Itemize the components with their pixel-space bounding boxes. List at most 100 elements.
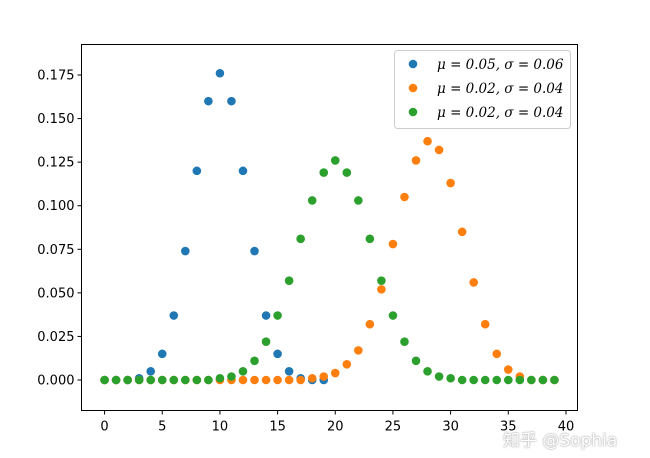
data-point xyxy=(284,276,294,285)
data-point xyxy=(146,375,156,385)
data-point xyxy=(146,366,156,376)
x-tick-label: 20 xyxy=(327,420,344,435)
legend-label: μ = 0.05, σ = 0.06 xyxy=(437,57,564,73)
x-tick-label: 30 xyxy=(442,420,459,435)
data-point xyxy=(515,375,525,385)
x-tick-label: 5 xyxy=(158,420,166,435)
data-point xyxy=(238,366,248,376)
data-point xyxy=(354,346,363,355)
data-point xyxy=(330,368,340,378)
data-point xyxy=(215,68,225,78)
data-point xyxy=(423,366,432,376)
data-point xyxy=(111,375,121,385)
data-point xyxy=(527,375,536,385)
data-point xyxy=(503,375,513,385)
data-point xyxy=(319,168,329,177)
y-tick-label: 0.050 xyxy=(37,286,74,301)
data-point xyxy=(273,349,282,359)
data-point xyxy=(181,246,190,256)
y-tick-label: 0.000 xyxy=(37,374,74,389)
data-point xyxy=(215,373,225,383)
legend-box xyxy=(394,50,571,129)
data-point xyxy=(377,285,386,294)
data-point xyxy=(284,375,294,385)
data-point xyxy=(354,196,363,205)
data-point xyxy=(365,319,375,329)
data-point xyxy=(307,196,317,205)
data-point xyxy=(238,166,248,176)
data-point xyxy=(446,373,455,383)
data-point xyxy=(227,372,236,381)
data-point xyxy=(319,372,329,381)
data-point xyxy=(480,319,490,329)
x-tick-label: 10 xyxy=(212,420,229,435)
x-tick-label: 35 xyxy=(500,420,517,435)
y-tick-label: 0.175 xyxy=(37,69,74,84)
data-point xyxy=(503,365,513,374)
data-point xyxy=(550,375,559,385)
data-point xyxy=(250,375,259,385)
data-point xyxy=(273,311,282,320)
data-point xyxy=(377,276,386,285)
y-axis-ticks: 0.000 0.025 0.050 0.075 0.100 0.125 0.150 0.175 xyxy=(37,69,82,389)
data-point xyxy=(169,375,179,385)
series-1 xyxy=(100,136,559,385)
data-point xyxy=(261,311,271,320)
legend-marker xyxy=(408,59,418,69)
x-tick-label: 25 xyxy=(385,420,402,435)
data-point xyxy=(423,136,432,146)
y-tick-label: 0.025 xyxy=(37,330,74,345)
y-tick-label: 0.100 xyxy=(37,199,74,214)
x-tick-label: 0 xyxy=(100,420,108,435)
data-point xyxy=(169,311,179,320)
data-point xyxy=(469,375,478,385)
data-point xyxy=(284,366,294,376)
y-tick-label: 0.075 xyxy=(37,243,74,258)
legend: μ = 0.05, σ = 0.06 μ = 0.02, σ = 0.04 μ = … xyxy=(394,50,571,129)
x-tick-label: 40 xyxy=(558,420,575,435)
data-point xyxy=(342,360,352,369)
legend-label: μ = 0.02, σ = 0.04 xyxy=(437,81,563,97)
data-point xyxy=(123,375,132,385)
data-point xyxy=(400,337,409,346)
data-point xyxy=(227,96,236,106)
data-point xyxy=(538,375,548,385)
data-points xyxy=(100,68,559,385)
data-point xyxy=(307,373,317,383)
data-point xyxy=(250,246,259,256)
data-point xyxy=(457,375,467,385)
data-point xyxy=(446,178,455,188)
data-point xyxy=(365,234,375,244)
data-point xyxy=(411,356,421,366)
data-point xyxy=(134,375,144,385)
data-point xyxy=(400,192,409,202)
data-point xyxy=(192,166,202,176)
data-point xyxy=(434,372,444,381)
legend-marker xyxy=(408,83,418,93)
data-point xyxy=(434,145,444,155)
data-point xyxy=(192,375,202,385)
data-point xyxy=(342,168,352,177)
data-point xyxy=(261,375,271,385)
watermark: 知乎 @Sophia xyxy=(503,431,618,451)
data-point xyxy=(469,278,478,287)
data-point xyxy=(296,375,305,385)
data-point xyxy=(388,239,398,249)
legend-entries: μ = 0.05, σ = 0.06 μ = 0.02, σ = 0.04 μ = … xyxy=(408,57,564,121)
x-tick-label: 15 xyxy=(269,420,286,435)
legend-label: μ = 0.02, σ = 0.04 xyxy=(437,105,563,121)
data-point xyxy=(204,96,213,106)
data-point xyxy=(296,234,305,244)
data-point xyxy=(330,156,340,165)
data-point xyxy=(157,375,167,385)
data-point xyxy=(250,356,259,366)
data-point xyxy=(388,311,398,320)
data-point xyxy=(480,375,490,385)
data-point xyxy=(273,375,282,385)
data-point xyxy=(411,156,421,165)
series-2 xyxy=(100,156,559,385)
data-point xyxy=(157,349,167,359)
data-point xyxy=(181,375,190,385)
x-axis-ticks: 0 5 10 15 20 25 30 35 40 xyxy=(100,410,575,435)
